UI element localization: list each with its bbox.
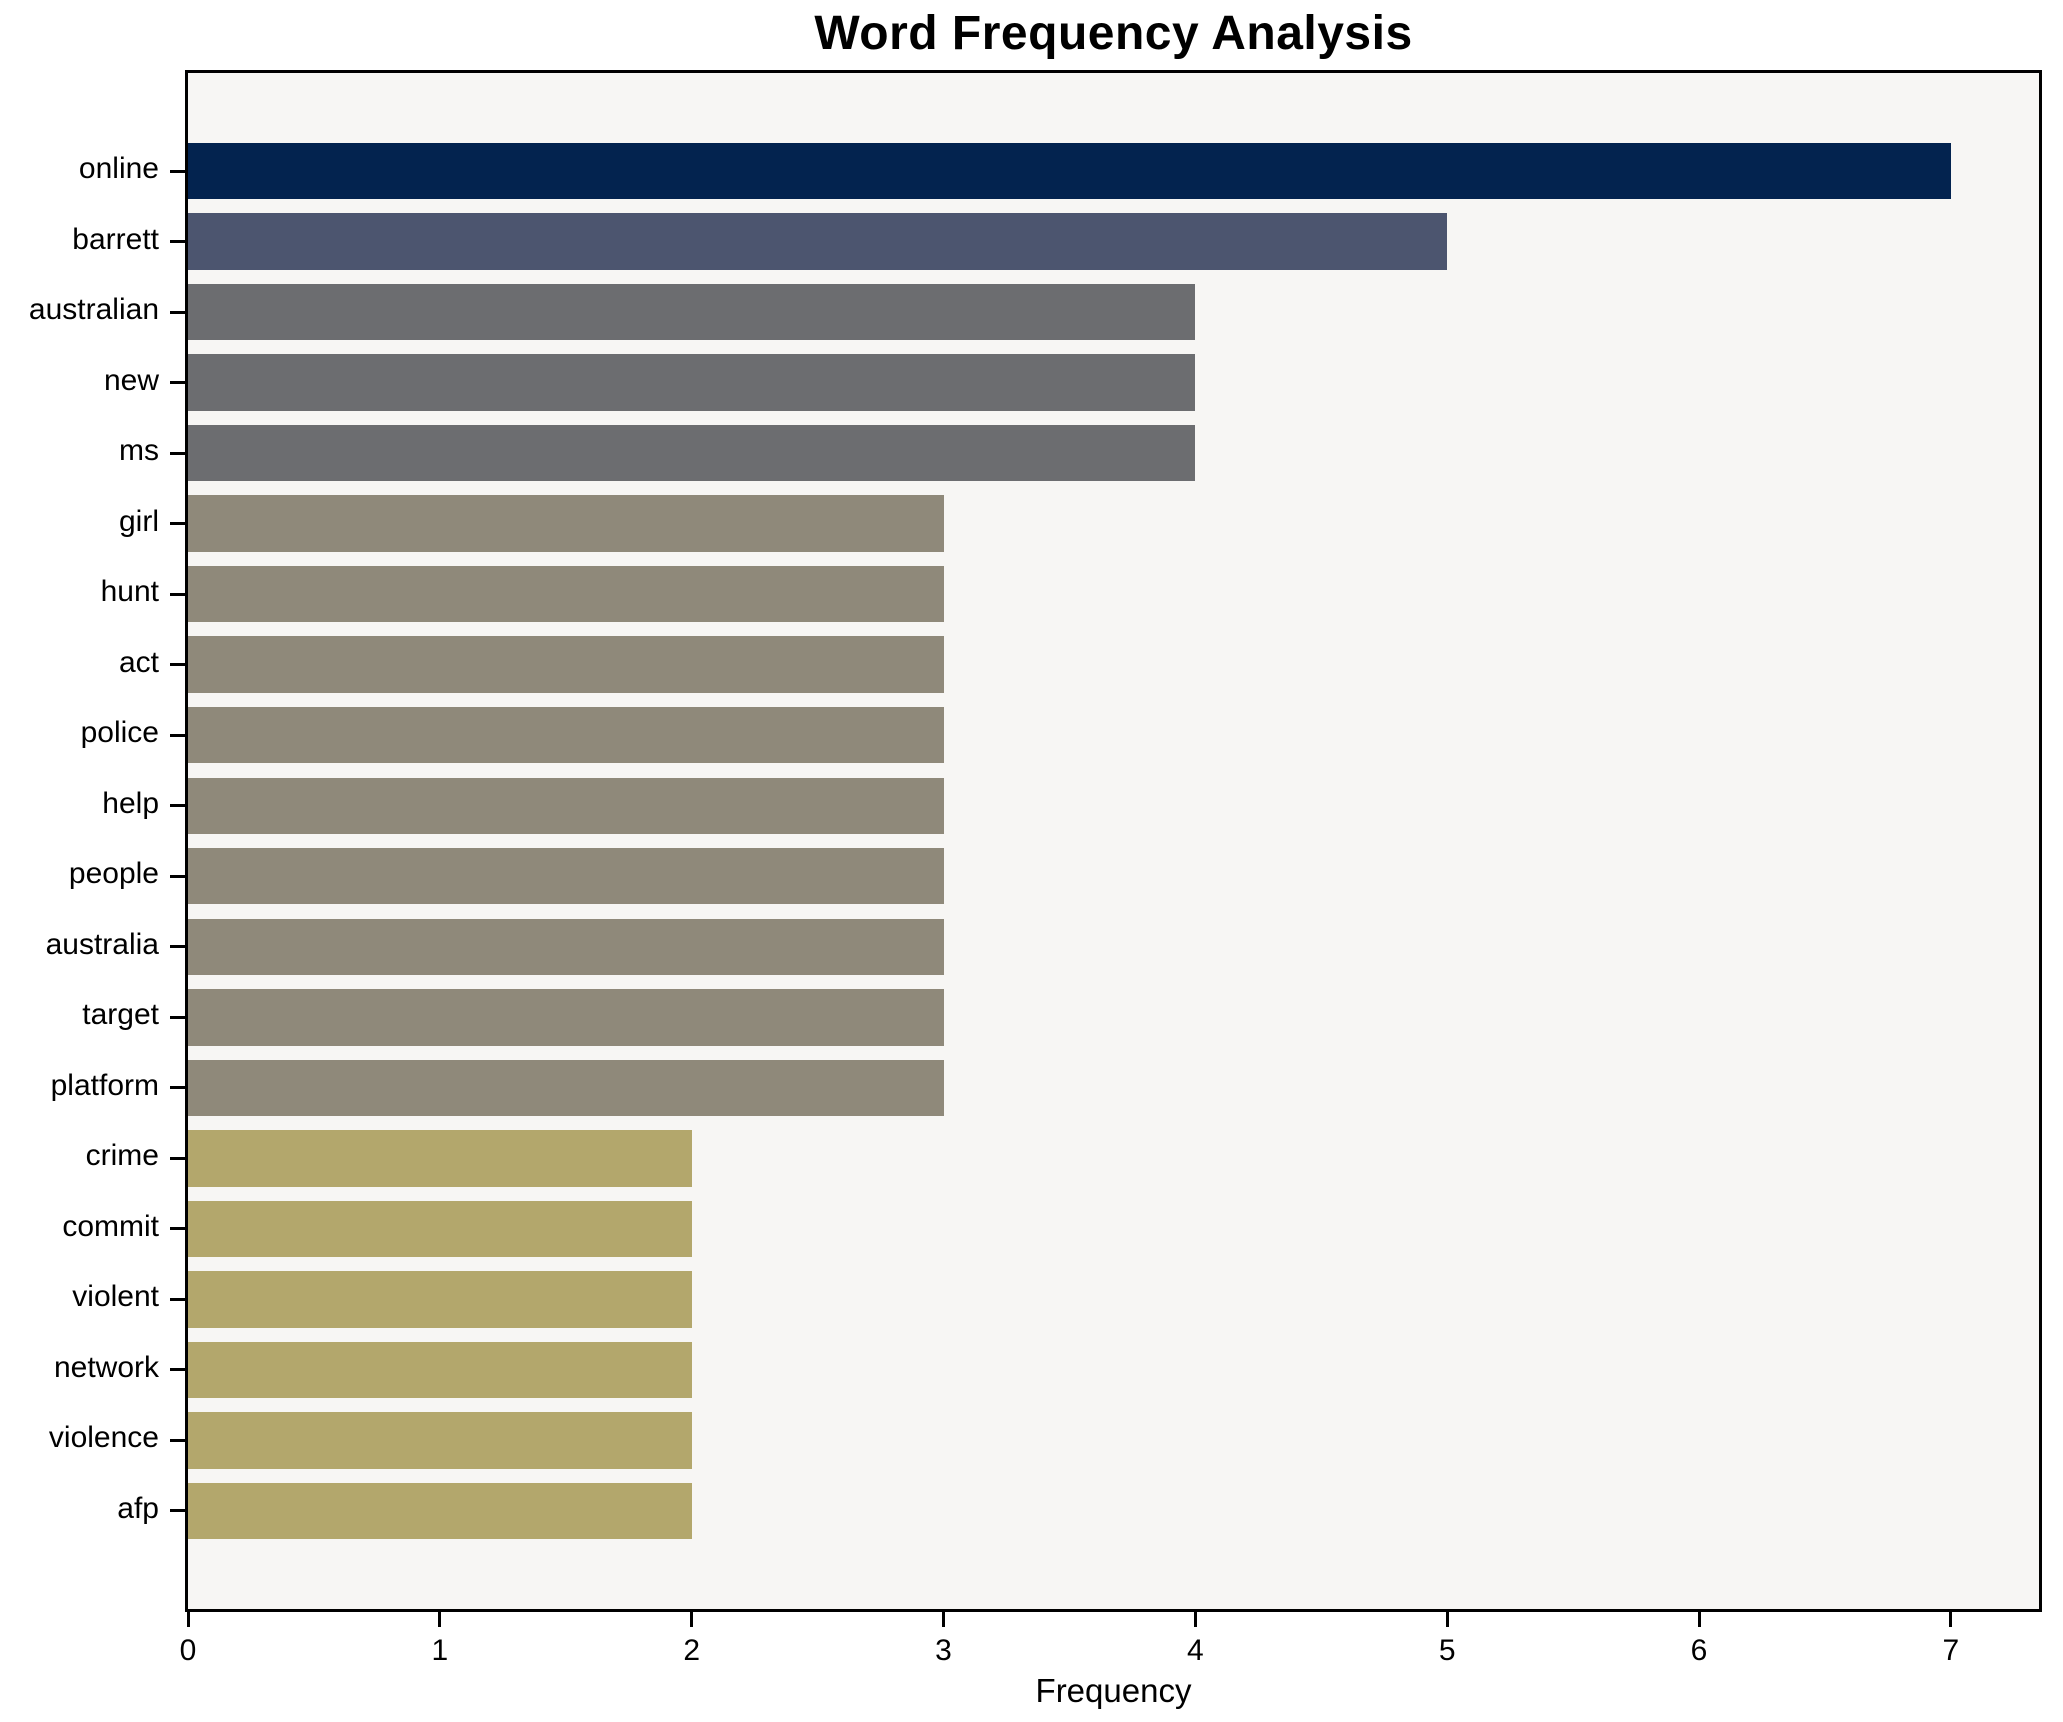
y-tick-label: girl <box>118 504 159 538</box>
bar-new <box>188 354 1196 411</box>
y-tick-mark <box>170 1086 185 1090</box>
bar-hunt <box>188 565 944 623</box>
bar-commit <box>188 1200 692 1258</box>
bar-barrett <box>188 213 1448 270</box>
x-tick-mark <box>690 1612 694 1627</box>
y-tick-mark <box>170 1156 185 1160</box>
y-tick-label: platform <box>50 1068 159 1102</box>
x-tick-label: 6 <box>1690 1634 1708 1667</box>
y-tick-label: ms <box>119 434 159 468</box>
plot-area <box>185 70 2042 1612</box>
y-tick-label: people <box>68 857 159 891</box>
y-tick-label: commit <box>62 1209 159 1243</box>
y-tick-mark <box>170 663 185 667</box>
y-tick-mark <box>170 1227 185 1231</box>
y-tick-label: new <box>103 363 159 397</box>
bar-people <box>188 848 944 905</box>
bar-target <box>188 989 944 1046</box>
x-tick-mark <box>1445 1612 1449 1627</box>
y-tick-mark <box>170 310 185 314</box>
bar-australia <box>188 918 944 975</box>
x-tick-mark <box>1697 1612 1701 1627</box>
y-tick-label: crime <box>85 1139 159 1173</box>
y-tick-label: violence <box>48 1421 159 1455</box>
x-tick-mark <box>1949 1612 1953 1627</box>
x-tick-label: 5 <box>1438 1634 1456 1667</box>
x-tick-mark <box>438 1612 442 1627</box>
bar-crime <box>188 1130 692 1187</box>
x-tick-mark <box>942 1612 945 1627</box>
bar-violent <box>188 1271 692 1328</box>
y-tick-label: hunt <box>100 575 159 609</box>
y-tick-label: target <box>82 998 159 1032</box>
bar-police <box>188 707 944 764</box>
y-tick-label: help <box>102 786 159 820</box>
y-tick-label: network <box>53 1350 159 1384</box>
x-tick-label: 4 <box>1187 1634 1204 1667</box>
y-tick-mark <box>170 1297 185 1301</box>
y-tick-mark <box>170 1509 185 1513</box>
x-tick-label: 3 <box>935 1634 952 1667</box>
bar-online <box>188 142 1951 200</box>
y-tick-mark <box>170 592 185 596</box>
y-tick-mark <box>170 381 185 385</box>
y-tick-mark <box>170 733 185 737</box>
y-tick-label: act <box>118 645 159 679</box>
y-tick-label: australian <box>28 293 159 327</box>
y-tick-mark <box>170 522 185 526</box>
y-tick-mark <box>170 1368 185 1372</box>
y-tick-mark <box>170 1438 185 1442</box>
x-axis-label: Frequency <box>1035 1672 1192 1709</box>
y-tick-label: australia <box>45 927 159 961</box>
x-tick-mark <box>1193 1612 1197 1627</box>
bar-act <box>188 636 944 693</box>
y-tick-mark <box>170 874 185 878</box>
y-tick-mark <box>170 240 185 244</box>
bar-afp <box>188 1482 692 1540</box>
bar-violence <box>188 1412 692 1469</box>
bar-ms <box>188 424 1196 482</box>
y-tick-mark <box>170 451 185 455</box>
y-tick-mark <box>170 804 185 808</box>
bar-network <box>188 1341 692 1399</box>
y-tick-mark <box>170 169 185 173</box>
bar-help <box>188 777 944 834</box>
y-tick-label: violent <box>72 1280 159 1314</box>
x-tick-label: 7 <box>1942 1634 1960 1667</box>
y-tick-mark <box>170 945 185 949</box>
x-tick-label: 1 <box>431 1634 449 1667</box>
x-tick-mark <box>186 1612 190 1627</box>
y-tick-label: barrett <box>72 222 159 256</box>
x-tick-label: 2 <box>683 1634 701 1667</box>
y-tick-label: police <box>80 716 159 750</box>
bar-platform <box>188 1059 944 1117</box>
y-tick-label: online <box>78 152 159 186</box>
x-tick-label: 0 <box>179 1634 197 1667</box>
bar-australian <box>188 283 1196 341</box>
chart-title: Word Frequency Analysis <box>814 7 1413 60</box>
y-tick-label: afp <box>117 1491 159 1525</box>
y-tick-mark <box>170 1015 185 1019</box>
bar-girl <box>188 495 944 552</box>
